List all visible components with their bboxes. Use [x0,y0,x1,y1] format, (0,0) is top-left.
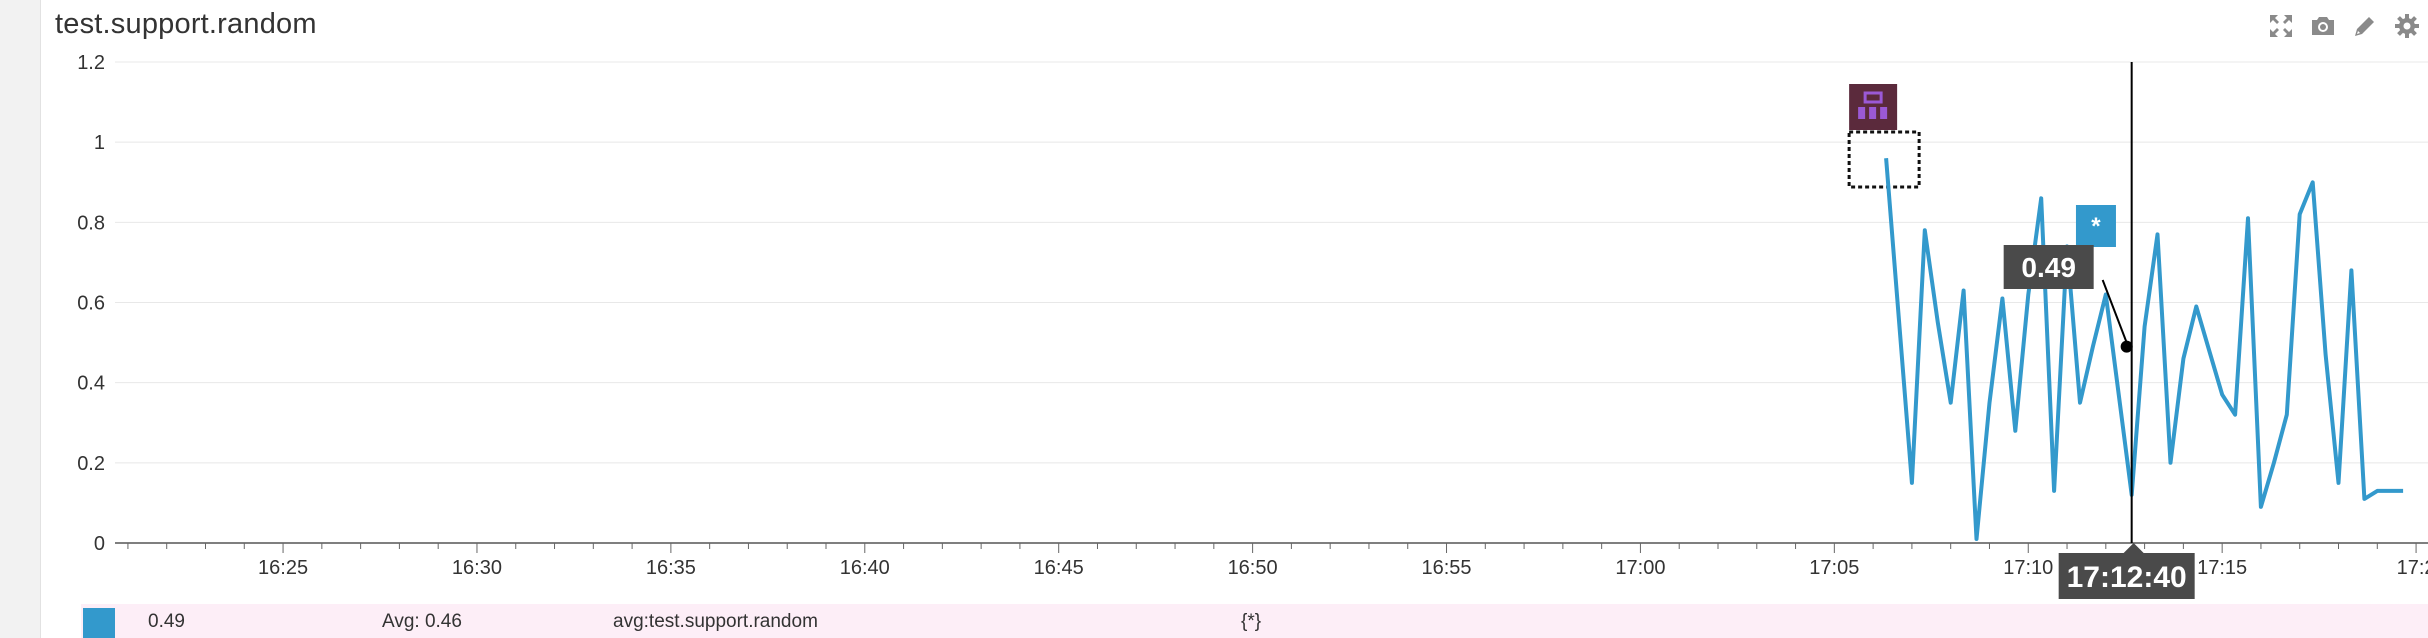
legend-scope: {*} [1241,611,1262,632]
data-point [2337,481,2341,485]
widget-title: test.support.random [55,8,317,40]
event-markers: * [1847,84,2116,247]
data-point [2311,180,2315,184]
pencil-icon [2355,17,2374,36]
x-tick-label: 17:15 [2197,557,2247,579]
legend-swatch [83,608,115,638]
snapshot-button[interactable] [2307,10,2339,42]
event-label: * [2091,213,2101,240]
tooltip-value: 0.49 [2021,252,2076,283]
data-point [1975,537,1979,541]
data-point [2013,429,2017,433]
data-point [2194,305,2198,309]
event-selection-box [1847,130,1921,189]
series-layer [1884,156,2405,541]
data-point [2388,489,2392,493]
data-point [2168,461,2172,465]
data-point [2272,461,2276,465]
event-marker [2075,205,2116,247]
y-tick-label: 1 [94,132,105,154]
hover-point [2120,340,2133,353]
x-tick-label: 17:10 [2003,557,2053,579]
data-point [2026,292,2030,296]
y-tick-label: 1.2 [77,52,105,74]
data-point [2052,489,2056,493]
data-point [2220,393,2224,397]
data-point [2078,401,2082,405]
data-point [2324,353,2328,357]
data-point [2039,196,2043,200]
data-point [2259,505,2263,509]
widget-toolbar [2265,10,2423,44]
data-point [2143,325,2147,329]
data-point [2246,216,2250,220]
y-tick-label: 0 [94,533,105,555]
legend-average: Avg: 0.46 [382,611,462,632]
fullscreen-icon [2270,15,2292,37]
data-point [2233,413,2237,417]
series-line [1884,158,2404,541]
y-tick-label: 0.2 [77,453,105,475]
data-point [2401,489,2405,493]
gear-icon [2395,14,2419,38]
x-tick-label: 17:2 [2397,557,2428,579]
data-point [1910,481,1914,485]
data-point [1987,401,1991,405]
tooltip-connector [2101,279,2128,343]
x-tick-label: 17:00 [1615,557,1665,579]
x-tick-label: 17:05 [1809,557,1859,579]
data-point [1923,228,1927,232]
data-point [2285,413,2289,417]
data-point [2375,489,2379,493]
x-tick-label: 16:50 [1228,557,1278,579]
data-point [2091,345,2095,349]
y-axis: 0 0.2 0.4 0.6 0.8 1 1.2 [77,52,105,555]
tooltip-time: 17:12:40 [2067,561,2187,594]
x-axis: 16:25 16:30 16:35 16:40 16:45 16:50 16:55 17:00… [115,542,2428,579]
x-tick-label: 16:30 [452,557,502,579]
legend-value: 0.49 [148,611,185,632]
legend-query: avg:test.support.random [613,611,818,632]
data-point [2349,268,2353,272]
legend-row[interactable]: 0.49 Avg: 0.46 avg:test.support.random {… [81,604,2428,638]
timeseries-widget: test.support.random [40,0,2428,638]
settings-button[interactable] [2391,10,2423,42]
camera-icon [2312,17,2334,35]
y-tick-label: 0.6 [77,293,105,315]
fullscreen-button[interactable] [2265,10,2297,42]
x-tick-label: 16:35 [646,557,696,579]
data-point [1949,401,1953,405]
data-point [1936,321,1940,325]
calendar-icon [1858,91,1888,119]
data-point [1884,156,1888,160]
y-tick-label: 0.8 [77,212,105,234]
hover-layer: 0.49 17:12:40 [2003,62,2195,599]
data-point [2207,349,2211,353]
time-tooltip [2058,553,2195,599]
x-tick-label: 16:45 [1034,557,1084,579]
edit-button[interactable] [2349,10,2381,42]
data-point [2362,497,2366,501]
x-tick-label: 16:25 [258,557,308,579]
data-point [2000,296,2004,300]
x-tick-label: 16:40 [840,557,890,579]
data-point [2181,357,2185,361]
x-tick-label: 16:55 [1421,557,1471,579]
data-point [1962,288,1966,292]
data-point [2156,232,2160,236]
data-point [2298,212,2302,216]
line-chart[interactable]: 00.20.40.60.811.2 16:25 16:30 16:35 16:40 16… [41,0,2428,600]
y-tick-label: 0.4 [77,373,105,395]
value-tooltip [2003,245,2094,289]
time-pointer [2123,543,2144,553]
